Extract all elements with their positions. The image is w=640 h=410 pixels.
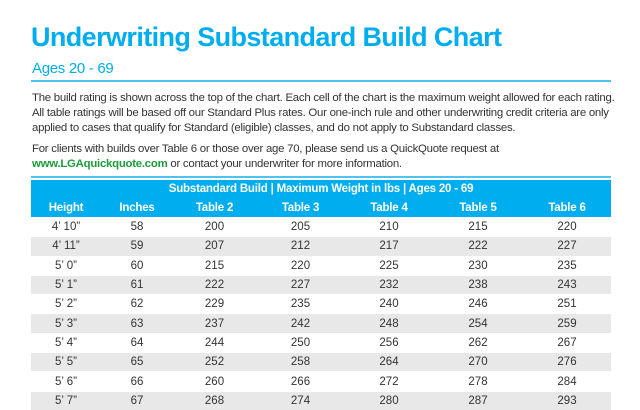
table-cell: 287 [433,390,523,410]
page-subtitle: Ages 20 - 69 [32,60,114,77]
table-cell: 61 [101,274,173,295]
column-header: Table 5 [433,198,523,218]
table-cell: 66 [101,371,173,392]
table-cell: 242 [256,313,345,334]
table-cell: 210 [345,216,433,237]
table-cell: 274 [256,390,345,410]
table-cell: 222 [433,236,523,257]
table-cell: 250 [256,332,345,353]
table-cell: 222 [173,274,256,295]
table-cell: 5’ 4” [31,332,101,353]
contact-text: For clients with builds over Table 6 or … [32,143,499,155]
table-cell: 217 [345,236,433,257]
table-cell: 5’ 5” [31,352,101,372]
column-header: Table 4 [345,198,433,218]
divider [31,80,611,82]
contact-text-after: or contact your underwriter for more inf… [167,158,402,170]
table-cell: 207 [173,236,256,257]
table-cell: 5’ 2” [31,294,101,314]
column-header: Table 3 [256,198,345,218]
table-row: 5’ 6” 66 260 266 272 278 284 [31,371,612,392]
contact-paragraph: For clients with builds over Table 6 or … [32,142,622,172]
table-cell: 5’ 7” [31,390,101,410]
table-cell: 259 [523,313,612,334]
table-cell: 227 [256,274,345,295]
table-cell: 272 [345,371,433,392]
table-row: 5’ 0” 60 215 220 225 230 235 [31,255,612,276]
table-cell: 205 [256,216,345,237]
table-cell: 4’ 10” [31,216,101,237]
divider [31,176,611,178]
table-cell: 251 [523,294,612,314]
table-cell: 278 [433,371,523,392]
table-row: 5’ 1” 61 222 227 232 238 243 [31,274,612,295]
table-cell: 264 [345,352,433,372]
table-cell: 62 [101,294,173,314]
table-cell: 235 [256,294,345,314]
build-chart-table: Substandard Build | Maximum Weight in lb… [31,180,612,410]
table-cell: 229 [173,294,256,314]
table-cell: 244 [173,332,256,353]
table-cell: 238 [433,274,523,295]
table-cell: 5’ 6” [31,371,101,392]
table-cell: 200 [173,216,256,237]
table-cell: 59 [101,236,173,257]
table-cell: 293 [523,390,612,410]
table-cell: 5’ 0” [31,255,101,276]
column-header: Inches [101,198,173,218]
table-cell: 280 [345,390,433,410]
table-cell: 262 [433,332,523,353]
table-cell: 63 [101,313,173,334]
table-cell: 230 [433,255,523,276]
table-cell: 248 [345,313,433,334]
column-header: Height [31,198,101,218]
table-row: 5’ 7” 67 268 274 280 287 293 [31,390,612,410]
table-cell: 4’ 11” [31,236,101,257]
table-cell: 212 [256,236,345,257]
table-cell: 254 [433,313,523,334]
table-cell: 232 [345,274,433,295]
table-cell: 65 [101,352,173,372]
quickquote-link[interactable]: www.LGAquickquote.com [32,158,168,170]
table-row: 5’ 4” 64 244 250 256 262 267 [31,332,612,353]
table-cell: 64 [101,332,173,353]
table-cell: 58 [101,216,173,237]
table-cell: 215 [433,216,523,237]
table-cell: 270 [433,352,523,372]
table-caption: Substandard Build | Maximum Weight in lb… [31,180,612,199]
table-cell: 60 [101,255,173,276]
table-cell: 246 [433,294,523,314]
table-cell: 284 [523,371,612,392]
table-header-row: Height Inches Table 2 Table 3 Table 4 Table 5… [31,198,612,218]
column-header: Table 6 [523,198,612,218]
table-cell: 276 [523,352,612,372]
table-cell: 252 [173,352,256,372]
table-cell: 258 [256,352,345,372]
table-cell: 67 [101,390,173,410]
table-cell: 220 [523,216,612,237]
table-cell: 5’ 1” [31,274,101,295]
table-row: 4’ 11” 59 207 212 217 222 227 [31,236,612,257]
table-cell: 227 [523,236,612,257]
table-row: 5’ 5” 65 252 258 264 270 276 [31,352,612,372]
table-cell: 256 [345,332,433,353]
table-cell: 243 [523,274,612,295]
table-cell: 225 [345,255,433,276]
table-cell: 5’ 3” [31,313,101,334]
table-row: 4’ 10” 58 200 205 210 215 220 [31,216,612,237]
table-cell: 235 [523,255,612,276]
table-cell: 267 [523,332,612,353]
table-cell: 237 [173,313,256,334]
table-cell: 240 [345,294,433,314]
page-title: Underwriting Substandard Build Chart [31,22,502,52]
table-cell: 215 [173,255,256,276]
column-header: Table 2 [173,198,256,218]
table-cell: 220 [256,255,345,276]
table-cell: 260 [173,371,256,392]
table-cell: 268 [173,390,256,410]
table-row: 5’ 3” 63 237 242 248 254 259 [31,313,612,334]
table-cell: 266 [256,371,345,392]
table-row: 5’ 2” 62 229 235 240 246 251 [31,294,612,314]
intro-paragraph: The build rating is shown across the top… [32,92,615,134]
